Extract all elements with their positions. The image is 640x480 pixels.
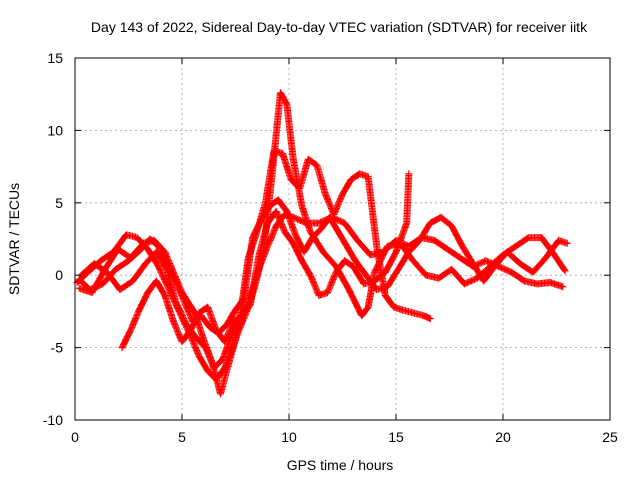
x-tick-label: 10 bbox=[281, 429, 297, 445]
x-tick-label: 15 bbox=[388, 429, 404, 445]
series-track-2 bbox=[75, 89, 569, 398]
y-tick-label: -5 bbox=[51, 340, 64, 356]
x-tick-label: 0 bbox=[71, 429, 79, 445]
series-track-4 bbox=[118, 170, 413, 352]
x-axis-label: GPS time / hours bbox=[287, 457, 394, 473]
plus-markers bbox=[118, 170, 413, 352]
plus-markers bbox=[75, 89, 569, 398]
y-axis-label: SDTVAR / TECUs bbox=[6, 183, 22, 295]
y-tick-label: 15 bbox=[47, 50, 63, 66]
x-tick-label: 25 bbox=[602, 429, 618, 445]
y-tick-label: 0 bbox=[55, 267, 63, 283]
x-tick-label: 20 bbox=[495, 429, 511, 445]
plot-frame bbox=[74, 57, 611, 421]
data-series bbox=[73, 89, 571, 398]
y-tick-label: 5 bbox=[55, 195, 63, 211]
y-tick-label: -10 bbox=[43, 412, 63, 428]
chart-title: Day 143 of 2022, Sidereal Day-to-day VTE… bbox=[91, 19, 588, 35]
y-tick-label: 10 bbox=[47, 122, 63, 138]
axis-ticks: 0 5 10 15 20 25 -10 -5 0 5 10 15 bbox=[43, 50, 618, 445]
plus-markers bbox=[75, 196, 571, 337]
series-track-5 bbox=[75, 196, 571, 337]
x-tick-label: 5 bbox=[178, 429, 186, 445]
